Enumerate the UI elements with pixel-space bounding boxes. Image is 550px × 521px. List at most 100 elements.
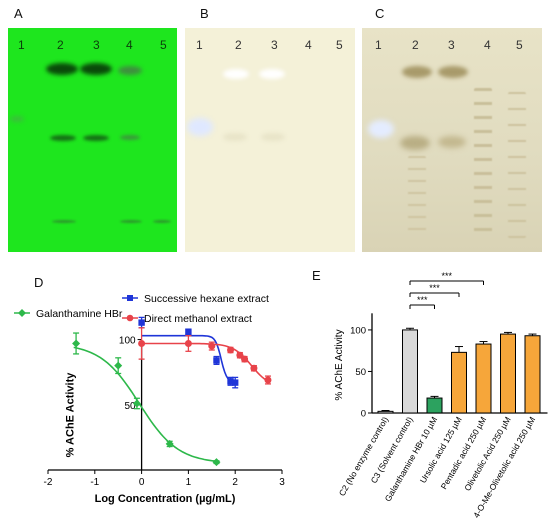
bar [426,397,443,414]
band [118,66,142,75]
legend-marker [127,295,133,301]
lane-label-c-1: 1 [375,38,382,52]
band [408,156,426,236]
lane-label-c-2: 2 [412,38,419,52]
band [80,63,112,75]
category-label: Pentadic acid 250 µM [439,415,489,491]
legend-label: Direct methanol extract [144,313,252,325]
panel-letter-b: B [200,6,209,21]
data-point [213,357,220,364]
band [261,133,285,141]
panel-letter-e: E [312,268,321,283]
significance-label: *** [417,295,428,305]
panel-letter-d: D [34,275,44,290]
band [187,118,213,136]
chart-d-axes: -2 -1 0 1 2 3 50 100 Log Concentration (µg/mL) % … [44,336,286,505]
data-point [232,379,239,386]
data-point [138,339,146,347]
data-point [138,319,145,326]
data-point [184,339,192,347]
band [223,69,249,79]
y-tick-label: 100 [119,336,136,347]
data-point [185,328,192,335]
band [400,136,430,150]
x-tick-label: -1 [90,477,99,488]
chart-d-legend: Galanthamine HBr Successive hexane extrac… [14,293,269,325]
data-point [208,342,216,350]
tlc-plate-c [362,28,542,252]
x-axis-label: Log Concentration (µg/mL) [95,493,236,505]
bar [500,333,516,414]
tlc-plate-a [8,28,177,252]
bar [377,410,394,414]
band [259,69,285,79]
y-tick-label: 50 [124,401,136,412]
chart-e-significance: ********* [409,271,484,309]
bar [524,335,541,414]
lane-label-c-5: 5 [516,38,523,52]
band [368,120,394,138]
bar [402,329,418,414]
series-line-3 [141,342,271,384]
band [153,220,171,223]
band [46,63,78,75]
chart-d-points [72,316,272,467]
x-tick-label: -2 [44,477,53,488]
legend-marker [126,314,134,322]
legend-label: Galanthamine HBr [36,308,123,320]
lane-label-b-2: 2 [235,38,242,52]
panel-letter-a: A [14,6,23,21]
band [10,116,24,122]
dose-response-chart: -2 -1 0 1 2 3 50 100 Log Concentration (µg/mL) % … [14,293,286,505]
chart-e-bars [377,327,541,414]
band [120,135,140,140]
data-point [227,346,235,354]
data-point [212,458,221,467]
chart-e-category-labels: C2 (No enzyme control)C3 (Solvent contro… [337,415,538,520]
data-point [241,355,249,363]
bar [475,343,492,414]
lane-label-a-4: 4 [126,38,133,52]
lane-label-b-3: 3 [271,38,278,52]
series-line-1 [73,346,219,463]
data-point [250,364,258,372]
band [474,88,492,238]
tlc-plate-b [185,28,355,252]
band [223,133,247,141]
y-axis-label: % AChE Activity [65,372,77,458]
band [83,135,109,141]
data-point [264,376,272,384]
panel-letter-c: C [375,6,385,21]
significance-label: *** [441,271,452,281]
data-point [227,378,234,385]
band [508,92,526,238]
lane-label-c-4: 4 [484,38,491,52]
y-tick-label: 50 [355,367,366,378]
x-tick-label: 0 [139,477,145,488]
band [438,66,468,78]
bar [451,351,467,414]
band [120,220,142,223]
lane-label-b-1: 1 [196,38,203,52]
y-axis-label: % AChE Activity [334,329,345,400]
x-tick-label: 2 [232,477,238,488]
legend-marker [18,309,26,317]
lane-label-b-5: 5 [336,38,343,52]
x-tick-label: 1 [186,477,192,488]
lane-label-b-4: 4 [305,38,312,52]
data-point [165,439,174,448]
band [52,220,76,223]
data-point [114,361,123,370]
lane-label-a-5: 5 [160,38,167,52]
y-tick-label: 100 [350,325,366,336]
band [438,136,466,148]
x-tick-label: 3 [279,477,285,488]
lane-label-a-2: 2 [57,38,64,52]
data-point [132,399,141,408]
data-point [72,339,81,348]
y-tick-label: 0 [361,409,366,420]
band [50,135,76,141]
legend-label: Successive hexane extract [144,293,269,305]
band [402,66,432,78]
